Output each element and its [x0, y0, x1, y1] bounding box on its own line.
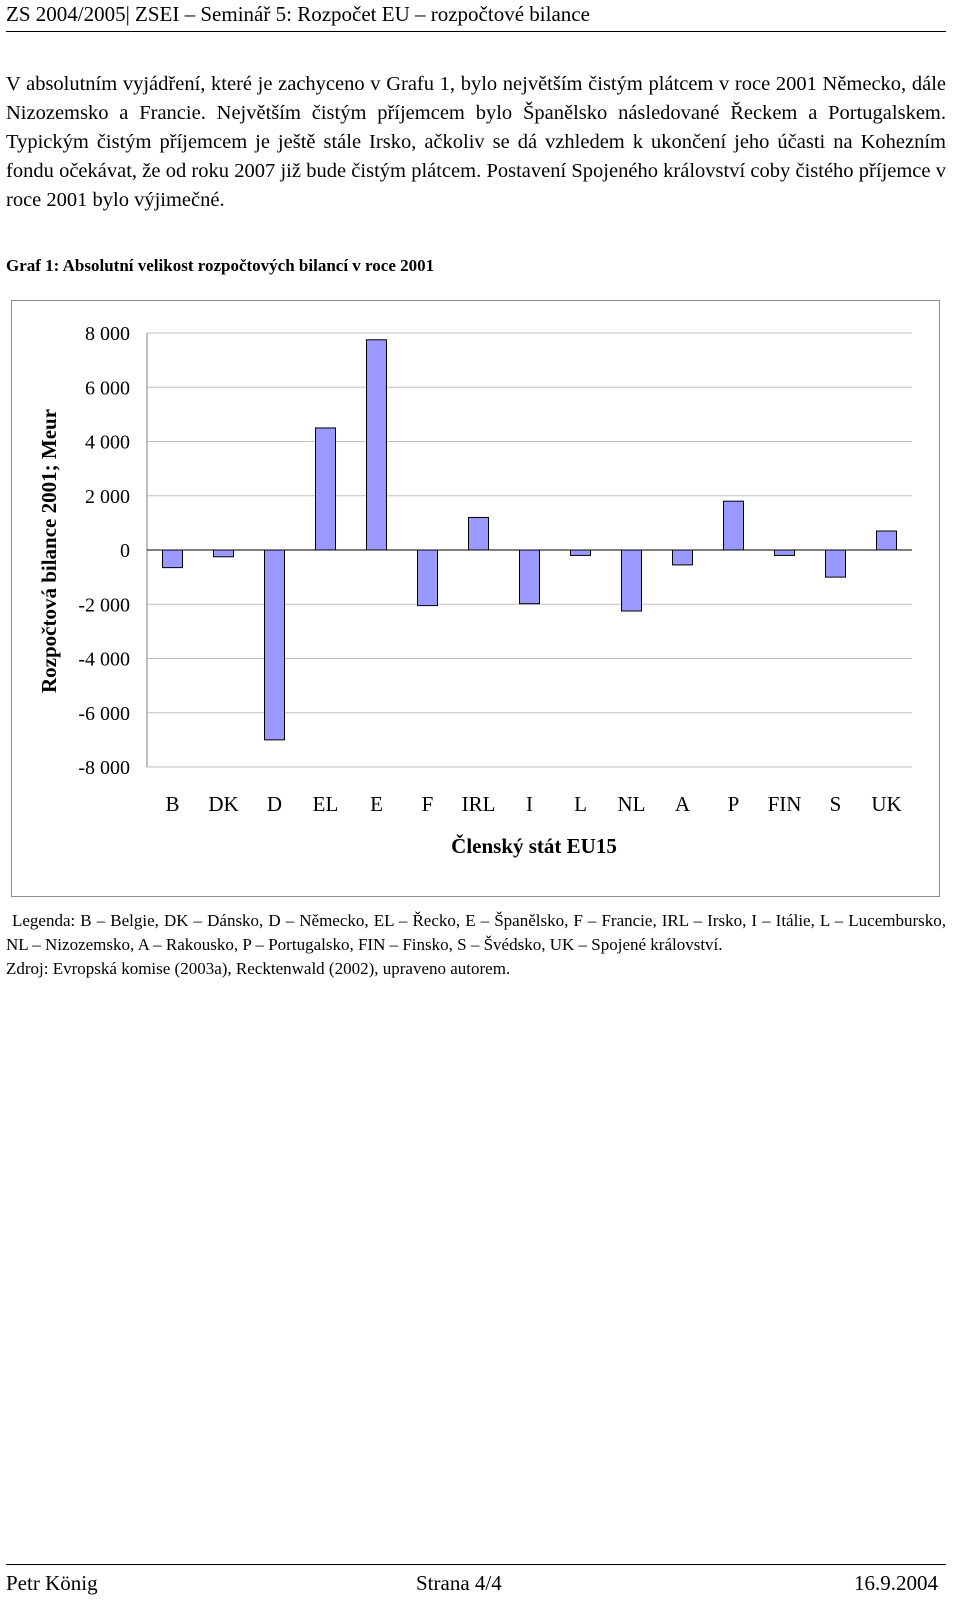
footer-author: Petr König [6, 1571, 98, 1595]
bar-S [825, 549, 846, 578]
y-tick-label: 8 000 [85, 323, 130, 345]
x-axis-title: Členský stát EU15 [451, 834, 617, 858]
x-tick-label: I [526, 792, 533, 816]
y-tick-label: 0 [120, 540, 130, 562]
y-tick-label: -6 000 [78, 703, 130, 725]
bar-A [672, 549, 693, 566]
bar-FIN [774, 549, 795, 556]
x-tick-label: NL [618, 792, 646, 816]
header-title: ZS 2004/2005| ZSEI – Seminář 5: Rozpočet… [6, 2, 590, 26]
bar-NL [621, 549, 642, 612]
source-note: Zdroj: Evropská komise (2003a), Recktenw… [6, 959, 511, 978]
y-tick-label: -4 000 [78, 649, 130, 671]
x-tick-label: E [370, 792, 383, 816]
y-tick-label: 2 000 [85, 486, 130, 508]
chart-frame: 8 000 6 000 4 000 2 000 0 -2 000 -4 000 -6 000 -… [11, 300, 940, 897]
x-tick-label: UK [871, 792, 901, 816]
x-tick-label: P [728, 792, 740, 816]
bar-chart: 8 000 6 000 4 000 2 000 0 -2 000 -4 000 -6 000 -… [37, 323, 912, 858]
x-tick-label: F [422, 792, 434, 816]
bar-UK [876, 530, 897, 551]
bar-B [162, 549, 183, 569]
body-paragraph: V absolutním vyjádření, které je zachyce… [6, 73, 946, 211]
x-tick-label: D [267, 792, 282, 816]
bar-IRL [468, 516, 489, 551]
bar-D [264, 549, 285, 741]
page-header: ZS 2004/2005| ZSEI – Seminář 5: Rozpočet… [6, 0, 946, 32]
x-tick-label: DK [208, 792, 238, 816]
bar-EL [315, 427, 336, 551]
bar-L [570, 549, 591, 556]
x-tick-label: S [830, 792, 842, 816]
footer-date: 16.9.2004 [854, 1571, 938, 1595]
bar-F [417, 549, 438, 607]
x-tick-label: IRL [462, 792, 496, 816]
footer-page: Strana 4/4 [416, 1571, 502, 1595]
y-axis-title: Rozpočtová bilance 2001; Meur [37, 409, 61, 693]
graph-caption: Graf 1: Absolutní velikost rozpočtových … [6, 256, 435, 275]
bar-E [366, 339, 387, 551]
x-tick-label: L [574, 792, 587, 816]
y-tick-label: 6 000 [85, 377, 130, 399]
page-footer: Petr König Strana 4/4 16.9.2004 [6, 1564, 946, 1599]
x-tick-label: EL [313, 792, 339, 816]
y-tick-label: -8 000 [78, 757, 130, 779]
y-tick-label: -2 000 [78, 594, 130, 616]
x-tick-label: A [675, 792, 691, 816]
legend-block: Legenda: B – Belgie, DK – Dánsko, D – Ně… [6, 909, 946, 981]
bar-I [519, 549, 540, 605]
bar-DK [213, 549, 234, 558]
y-tick-label: 4 000 [85, 432, 130, 454]
x-tick-label: B [165, 792, 179, 816]
legend-description: Legenda: B – Belgie, DK – Dánsko, D – Ně… [6, 911, 946, 954]
x-tick-label: FIN [768, 792, 802, 816]
bar-P [723, 500, 744, 551]
